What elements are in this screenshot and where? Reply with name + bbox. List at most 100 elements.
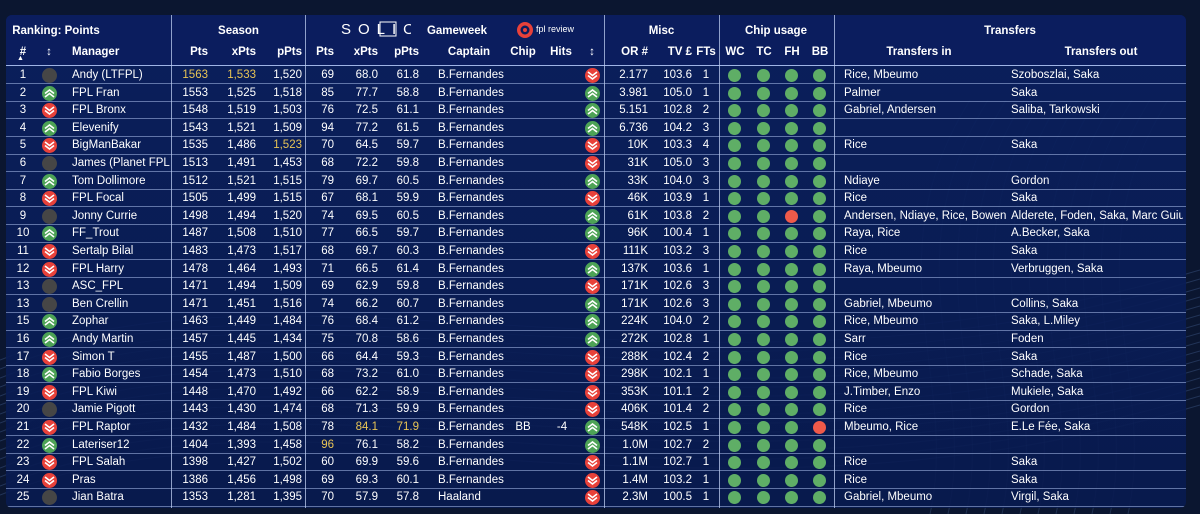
season-pts-cell: 1543 bbox=[182, 121, 208, 134]
manager-name: Elevenify bbox=[72, 121, 119, 134]
table-row[interactable]: 10 FF_Trout 1487 1,508 1,510 77 66.5 59.7 B.Fern… bbox=[6, 225, 1186, 243]
chip-fh-status-icon bbox=[785, 209, 798, 223]
column-header-gw-ppts[interactable]: pPts bbox=[394, 46, 419, 58]
table-row[interactable]: 3 FPL Bronx 1548 1,519 1,503 76 72.5 61.1 B.Fern… bbox=[6, 102, 1186, 120]
column-header-transfers-in[interactable]: Transfers in bbox=[886, 46, 952, 58]
manager-name: FPL Bronx bbox=[72, 104, 126, 117]
captain-cell: B.Fernandes bbox=[438, 227, 504, 240]
arrow-up-icon bbox=[42, 173, 57, 189]
column-header-manager[interactable]: Manager bbox=[72, 46, 120, 58]
table-row[interactable]: 19 FPL Kiwi 1448 1,470 1,492 66 62.2 58.9 B.Fern… bbox=[6, 384, 1186, 401]
overall-rank-cell: 1.4M bbox=[622, 473, 648, 486]
column-header-gw-xpts[interactable]: xPts bbox=[353, 46, 378, 58]
column-header-rank[interactable]: # bbox=[19, 46, 27, 58]
chip-cell bbox=[506, 331, 540, 348]
column-header-hits[interactable]: Hits bbox=[550, 46, 572, 58]
table-row[interactable]: 12 FPL Harry 1478 1,464 1,493 71 66.5 61.4 B.Fer… bbox=[6, 261, 1186, 278]
column-header-triple-captain[interactable]: TC bbox=[756, 46, 772, 58]
column-header-overall-rank[interactable]: OR # bbox=[621, 46, 648, 58]
table-row[interactable]: 11 Sertalp Bilal 1483 1,473 1,517 68 69.7 60.3 B… bbox=[6, 243, 1186, 261]
chip-wc-status-icon bbox=[728, 350, 741, 364]
season-pts-cell: 1471 bbox=[182, 280, 208, 293]
hits-cell bbox=[546, 437, 578, 454]
overall-rank-cell: 3.981 bbox=[619, 86, 648, 99]
column-header-bench-boost[interactable]: BB bbox=[811, 46, 829, 58]
team-value-cell: 102.8 bbox=[663, 333, 692, 345]
column-header-wildcard[interactable]: WC bbox=[725, 46, 745, 58]
transfers-out-cell: Saka bbox=[1011, 456, 1038, 469]
table-row[interactable]: 13 ASC_FPL 1471 1,494 1,509 69 62.9 59.8 B.Ferna… bbox=[6, 278, 1186, 296]
rank-cell: 21 bbox=[16, 421, 30, 433]
chip-cell bbox=[506, 472, 540, 489]
season-ppts-cell: 1,520 bbox=[273, 209, 302, 222]
table-row[interactable]: 1 Andy (LTFPL) 1563 1,533 1,520 69 68.0 61.8 B.F… bbox=[6, 67, 1186, 85]
column-header-season-xpts[interactable]: xPts bbox=[231, 46, 256, 58]
table-row[interactable]: 20 Jamie Pigott 1443 1,430 1,474 68 71.3 59.9 B.… bbox=[6, 401, 1186, 419]
column-header-gw-pts[interactable]: Pts bbox=[316, 46, 334, 58]
gw-pts-cell: 74 bbox=[321, 209, 334, 222]
table-row[interactable]: 8 FPL Focal 1505 1,499 1,515 67 68.1 59.9 B.Fern… bbox=[6, 190, 1186, 208]
gw-xpts-cell: 76.1 bbox=[355, 438, 378, 451]
table-row[interactable]: 2 FPL Fran 1553 1,525 1,518 85 77.7 58.8 B.Ferna… bbox=[6, 85, 1186, 102]
chip-cell bbox=[506, 401, 540, 418]
table-row[interactable]: 17 Simon T 1455 1,487 1,500 66 64.4 59.3 B.Ferna… bbox=[6, 349, 1186, 366]
team-value-cell: 102.1 bbox=[663, 368, 692, 381]
table-row[interactable]: 21 FPL Raptor 1432 1,484 1,508 78 84.1 71.9 B.Fe… bbox=[6, 419, 1186, 437]
column-header-gw-movement[interactable]: ↕ bbox=[589, 46, 595, 58]
column-header-season-pts[interactable]: Pts bbox=[190, 46, 208, 58]
gw-pts-cell: 68 bbox=[321, 157, 334, 169]
chip-fh-status-icon bbox=[785, 421, 798, 434]
transfers-in-cell: Rice bbox=[844, 456, 868, 469]
table-row[interactable]: 22 Lateriser12 1404 1,393 1,458 96 76.1 58.2 B.F… bbox=[6, 437, 1186, 454]
gw-ppts-cell: 60.5 bbox=[396, 174, 419, 187]
gw-xpts-cell: 66.2 bbox=[355, 297, 378, 310]
table-row[interactable]: 7 Tom Dollimore 1512 1,521 1,515 79 69.7 60.5 B.… bbox=[6, 173, 1186, 190]
hits-cell: -4 bbox=[556, 421, 568, 433]
free-transfers-cell: 1 bbox=[702, 69, 710, 81]
rank-cell: 1 bbox=[19, 69, 27, 81]
season-pts-cell: 1498 bbox=[182, 209, 208, 222]
transfers-in-cell: Ndiaye bbox=[844, 174, 880, 187]
season-xpts-cell: 1,491 bbox=[227, 157, 256, 169]
season-xpts-cell: 1,473 bbox=[227, 368, 256, 381]
table-row[interactable]: 13 Ben Crellin 1471 1,451 1,516 74 66.2 60.7 B.F… bbox=[6, 296, 1186, 313]
season-ppts-cell: 1,484 bbox=[273, 315, 302, 328]
transfers-in-cell: Gabriel, Mbeumo bbox=[844, 491, 933, 504]
table-row[interactable]: 4 Elevenify 1543 1,521 1,509 94 77.2 61.5 B.Fern… bbox=[6, 120, 1186, 137]
column-header-transfers-out[interactable]: Transfers out bbox=[1064, 46, 1138, 58]
table-row[interactable]: 5 BigManBakar 1535 1,486 1,523 70 64.5 59.7 B.Fe… bbox=[6, 137, 1186, 155]
chip-cell bbox=[506, 190, 540, 207]
table-row[interactable]: 24 Pras 1386 1,456 1,498 69 69.3 60.1 B.Fernande… bbox=[6, 472, 1186, 489]
column-header-movement[interactable]: ↕ bbox=[46, 46, 52, 58]
season-xpts-cell: 1,521 bbox=[227, 121, 256, 134]
chip-wc-status-icon bbox=[728, 473, 741, 487]
overall-rank-cell: 298K bbox=[621, 368, 648, 381]
table-row[interactable]: 16 Andy Martin 1457 1,445 1,434 75 70.8 58.6 B.F… bbox=[6, 331, 1186, 349]
column-header-team-value[interactable]: TV £ bbox=[667, 46, 692, 58]
gw-pts-cell: 68 bbox=[321, 403, 334, 416]
column-header-free-transfers[interactable]: FTs bbox=[696, 46, 716, 58]
arrow-up-icon bbox=[42, 437, 57, 453]
transfers-in-cell: Rice bbox=[844, 350, 868, 363]
fpl-review-logo-icon bbox=[516, 21, 534, 39]
transfers-out-cell: Gordon bbox=[1011, 174, 1050, 187]
group-header-chip-usage: Chip usage bbox=[745, 25, 807, 37]
column-header-season-ppts[interactable]: pPts bbox=[277, 46, 302, 58]
chip-cell: BB bbox=[515, 421, 531, 433]
column-header-captain[interactable]: Captain bbox=[447, 46, 491, 58]
arrow-down-icon bbox=[585, 472, 600, 488]
table-row[interactable]: 15 Zophar 1463 1,449 1,484 76 68.4 61.2 B.Fernan… bbox=[6, 313, 1186, 331]
column-header-free-hit[interactable]: FH bbox=[784, 46, 800, 58]
table-row[interactable]: 18 Fabio Borges 1454 1,473 1,510 68 73.2 61.0 B.… bbox=[6, 366, 1186, 384]
free-transfers-cell: 1 bbox=[702, 192, 710, 205]
table-row[interactable]: 6 James (Planet FPL) 1513 1,491 1,453 68 72.2 5… bbox=[6, 155, 1186, 173]
transfers-out-cell: Saka bbox=[1011, 86, 1038, 99]
table-row[interactable]: 25 Jian Batra 1353 1,281 1,395 70 57.9 57.8 Haal… bbox=[6, 489, 1186, 507]
gw-pts-cell: 68 bbox=[321, 245, 334, 257]
chip-bb-status-icon bbox=[813, 438, 826, 452]
captain-cell: B.Fernandes bbox=[438, 473, 504, 486]
table-row[interactable]: 9 Jonny Currie 1498 1,494 1,520 74 69.5 60.5 B.F… bbox=[6, 208, 1186, 225]
table-row[interactable]: 23 FPL Salah 1398 1,427 1,502 60 69.9 59.6 B.Fer… bbox=[6, 454, 1186, 472]
column-header-chip[interactable]: Chip bbox=[510, 46, 536, 58]
arrow-up-icon bbox=[585, 208, 600, 224]
